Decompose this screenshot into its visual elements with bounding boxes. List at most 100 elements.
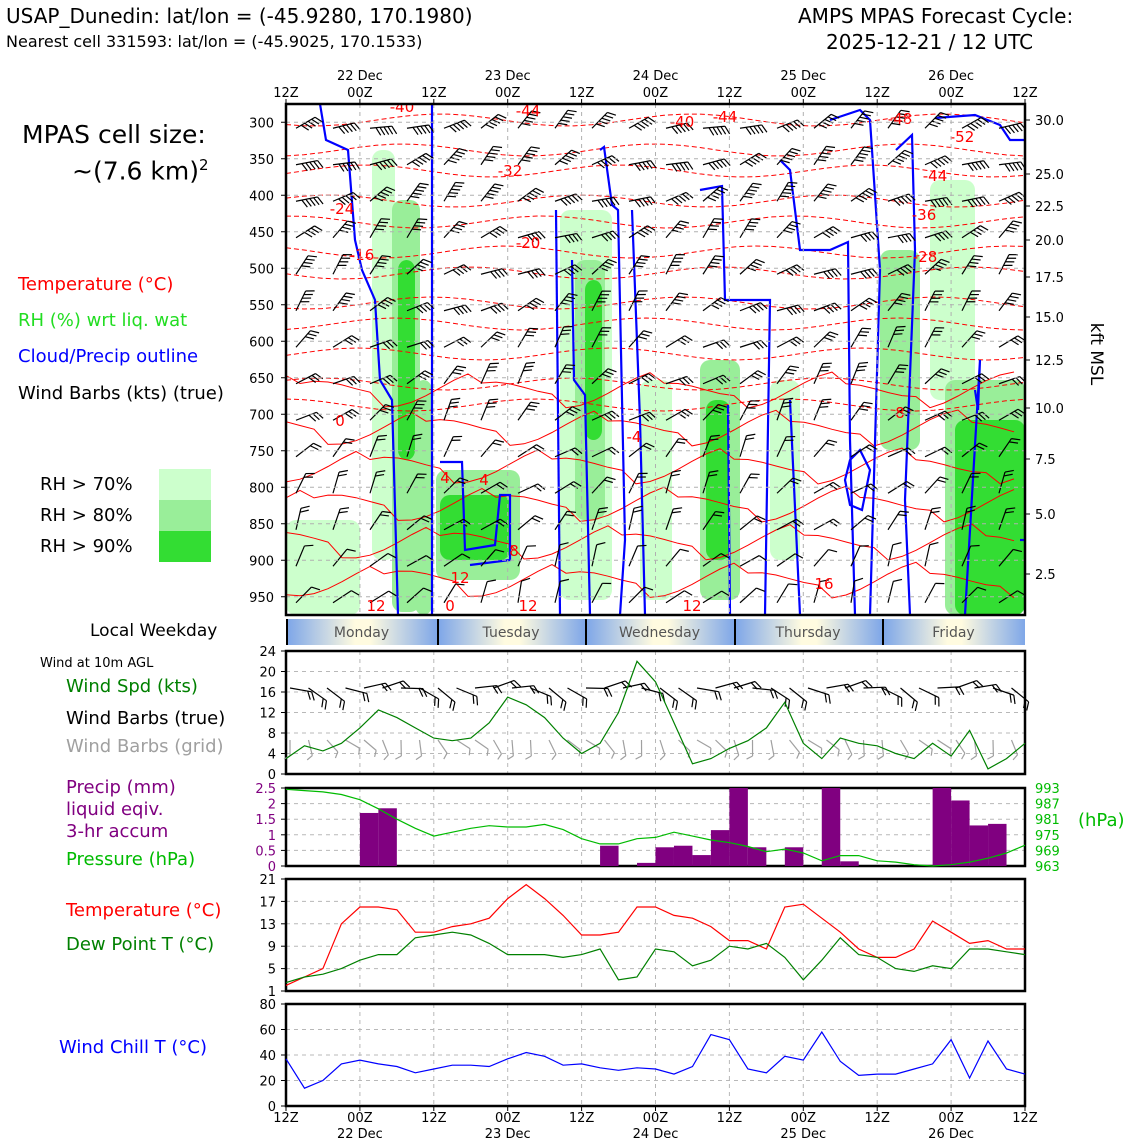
wind-barb [813, 113, 840, 129]
wind-barb-grid [826, 739, 840, 757]
wind-barb-feather [464, 304, 472, 313]
wind-barb [443, 264, 472, 276]
wind-barb-feather [796, 264, 805, 271]
wind-barb-staff [443, 336, 464, 348]
wind-barb [369, 255, 391, 275]
wind-barb-feather [674, 226, 684, 230]
wind-barb-feather [1012, 124, 1019, 133]
wind-barb-grid [456, 739, 471, 756]
wind-barb [887, 406, 914, 421]
wind-barb [406, 400, 427, 421]
wind-barb [369, 186, 396, 202]
wind-barb-feather [929, 541, 939, 546]
weekday-band [587, 619, 734, 645]
wind-barb-feather [966, 124, 975, 131]
wind-barb-feather [521, 577, 531, 582]
wind-barb-feather [604, 114, 614, 119]
wind-barb [850, 361, 869, 384]
wind-barb-feather [867, 269, 875, 277]
wind-barb-feather [718, 691, 722, 701]
wind-barb-feather [1008, 254, 1018, 256]
wind-barb-grid-feather [383, 754, 389, 761]
wind-barb-staff [665, 590, 685, 604]
wind-barb [369, 125, 398, 136]
wind-barb-feather [388, 590, 397, 597]
wind-barb-feather [317, 160, 324, 169]
wind-barb-feather [789, 480, 799, 485]
wind-barb-feather [531, 270, 538, 278]
wind-barb-feather [572, 233, 579, 242]
wind-barb-feather [822, 232, 831, 239]
bottom-time-label: 12Z [569, 1111, 595, 1126]
wind-barb-feather [563, 701, 567, 711]
wind-barb-staff [887, 581, 894, 603]
wind-barb-feather [344, 412, 353, 419]
wind-barb-staff [776, 264, 798, 275]
wind-barb-grid [659, 739, 666, 761]
wind-barb-feather [308, 376, 317, 383]
wind-barb [924, 230, 953, 242]
wind-barb [850, 514, 877, 531]
wind-barb-feather [977, 375, 986, 382]
wind-barb [517, 146, 540, 166]
wind-barb-feather [804, 701, 808, 711]
wind-barb-feather [650, 160, 657, 169]
wind-barb [308, 687, 328, 710]
wind-barb-feather [490, 336, 500, 342]
wind-barb-feather [723, 158, 731, 166]
wind-barb [554, 578, 570, 603]
wind-barb-feather [834, 302, 842, 310]
wind-barb-feather [449, 699, 453, 709]
wind-barb-grid-staff [345, 739, 360, 749]
wind-barb-staff [850, 363, 860, 384]
wind-barb-staff [696, 687, 719, 693]
wind-barb [665, 438, 688, 458]
wind-barb-feather [311, 374, 320, 382]
wind-barb-feather [533, 485, 542, 492]
wind-barb-feather [563, 299, 573, 303]
wind-barb-feather [379, 221, 389, 224]
wind-barb-feather [796, 336, 805, 343]
wind-barb-staff [998, 220, 1014, 239]
wind-barb-feather [843, 684, 851, 693]
wind-barb-grid-staff [659, 739, 666, 756]
wind-barb [530, 687, 553, 706]
wind-barb [628, 290, 648, 312]
wind-barb-feather [501, 268, 509, 276]
kft-tick-label: 20.0 [1035, 234, 1064, 249]
wind-barb-staff [918, 687, 940, 699]
wind-barb [332, 122, 361, 135]
wind-barb-feather [760, 302, 768, 310]
wind-barb-feather [893, 333, 903, 335]
wind-barb-feather [311, 586, 321, 591]
temp-contour-label: -16 [350, 246, 375, 264]
wind-barb-feather [635, 297, 645, 299]
wind-barb [924, 476, 949, 494]
wind-barb-feather [827, 116, 837, 122]
wind-barb-grid-feather [687, 750, 691, 758]
isotherm-solid [286, 409, 1015, 447]
wind-barb-feather [638, 258, 648, 261]
wind-barb [480, 331, 506, 348]
wind-barb-feather [414, 225, 424, 227]
wind-barb-feather [796, 119, 805, 127]
wind-barb-feather [720, 297, 729, 303]
pressure-y-tick-label: 987 [1035, 798, 1060, 813]
wind-barb [813, 549, 838, 567]
temp-contour-label: -24 [330, 200, 355, 218]
wind-barb-feather [1009, 295, 1019, 299]
wind-barb-grid-feather [746, 755, 753, 760]
wind-barb-feather [488, 121, 498, 127]
wind-barb-staff [295, 290, 307, 312]
wind-barb-feather [338, 163, 345, 172]
wind-barb-feather [748, 306, 757, 314]
wind-barb [628, 160, 657, 172]
wind-barb-staff [480, 581, 488, 603]
wind-barb [961, 472, 981, 494]
panel-y-tick-label: 0 [268, 1100, 276, 1115]
wind-barb [295, 505, 310, 530]
wind-barb [887, 109, 910, 129]
wind-barb-feather [526, 152, 536, 156]
wind-barb-feather [497, 113, 507, 119]
wind-barb [659, 687, 679, 711]
